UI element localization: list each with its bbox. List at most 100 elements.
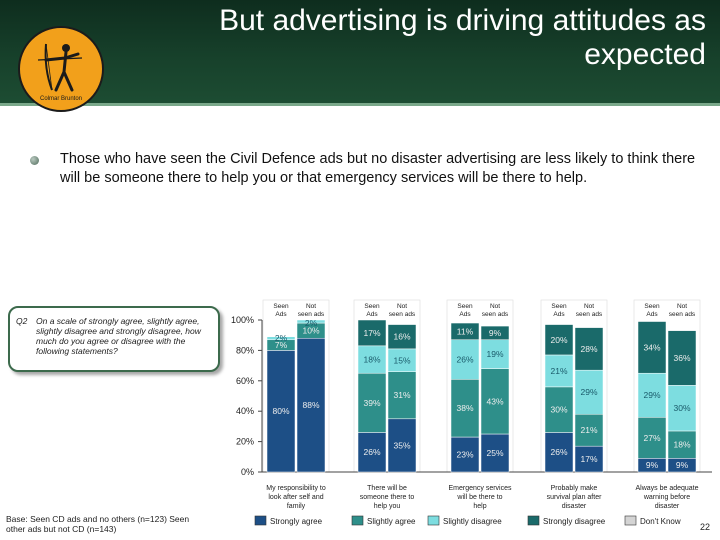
legend-swatch bbox=[427, 515, 440, 526]
category-label: Always be adequate bbox=[635, 485, 698, 492]
bar-segment bbox=[387, 371, 417, 420]
data-label: 2% bbox=[305, 318, 318, 328]
data-label: 19% bbox=[486, 349, 503, 359]
bar-header-label: Not bbox=[584, 303, 594, 310]
company-logo: Colmar Brunton bbox=[18, 26, 104, 112]
bar-header-label: Ads bbox=[459, 311, 471, 318]
data-label: 28% bbox=[580, 344, 597, 354]
category-label: will be there to bbox=[456, 494, 502, 501]
category-label: survival plan after bbox=[547, 494, 603, 501]
legend-swatch bbox=[527, 515, 540, 526]
bar-segment bbox=[637, 321, 667, 374]
bar-segment bbox=[480, 325, 510, 341]
y-tick-label: 100% bbox=[231, 315, 254, 325]
category-label: look after self and bbox=[268, 494, 323, 501]
data-label: 9% bbox=[676, 460, 689, 470]
bar-header-label: Ads bbox=[366, 311, 378, 318]
bar-segment bbox=[574, 369, 604, 415]
bar-segment bbox=[357, 319, 387, 347]
bar-segment bbox=[450, 436, 480, 473]
legend-swatch bbox=[624, 515, 637, 526]
bar-header-label: Seen bbox=[273, 303, 289, 310]
bar-header-label: Ads bbox=[646, 311, 658, 318]
category-label: There will be bbox=[367, 485, 407, 492]
legend-label: Strongly agree bbox=[270, 517, 323, 526]
data-label: 2% bbox=[275, 333, 288, 343]
data-label: 16% bbox=[393, 332, 410, 342]
bar-segment bbox=[387, 418, 417, 473]
bar-segment bbox=[266, 350, 296, 473]
question-box: Q2 On a scale of strongly agree, slightl… bbox=[8, 306, 220, 372]
y-tick-label: 40% bbox=[236, 406, 254, 416]
bar-segment bbox=[450, 379, 480, 438]
data-label: 26% bbox=[363, 447, 380, 457]
category-label: warning before bbox=[643, 494, 690, 501]
data-label: 11% bbox=[457, 326, 474, 336]
category-label: family bbox=[287, 503, 306, 510]
legend-swatch bbox=[254, 515, 267, 526]
bar-header-label: Not bbox=[490, 303, 500, 310]
bar-header-label: Not bbox=[397, 303, 407, 310]
page-number: 22 bbox=[700, 522, 711, 532]
data-label: 17% bbox=[580, 454, 597, 464]
bar-header-label: Seen bbox=[551, 303, 567, 310]
bar-header-label: Seen bbox=[644, 303, 660, 310]
data-label: 31% bbox=[393, 390, 410, 400]
bar-header-label: Seen bbox=[364, 303, 380, 310]
bar-segment bbox=[450, 339, 480, 380]
bar-segment bbox=[544, 432, 574, 473]
slide-title: But advertising is driving attitudes as … bbox=[219, 4, 706, 71]
bar-segment bbox=[667, 430, 697, 459]
bar-header-label: Seen bbox=[457, 303, 473, 310]
data-label: 30% bbox=[673, 403, 690, 413]
bar-segment bbox=[480, 368, 510, 435]
bar-header-label: seen ads bbox=[482, 311, 509, 318]
bar-segment bbox=[480, 339, 510, 369]
data-label: 9% bbox=[646, 460, 659, 470]
bar-header-label: seen ads bbox=[389, 311, 416, 318]
bar-segment bbox=[480, 433, 510, 473]
bar-segment bbox=[544, 386, 574, 433]
legend-label: Slightly agree bbox=[367, 517, 416, 526]
data-label: 30% bbox=[550, 405, 567, 415]
bar-segment bbox=[357, 345, 387, 374]
bar-header-label: seen ads bbox=[669, 311, 696, 318]
data-label: 29% bbox=[580, 387, 597, 397]
data-label: 9% bbox=[489, 328, 502, 338]
data-label: 26% bbox=[550, 447, 567, 457]
data-label: 34% bbox=[643, 342, 660, 352]
data-label: 36% bbox=[673, 353, 690, 363]
category-label: someone there to bbox=[360, 494, 415, 501]
data-label: 18% bbox=[363, 355, 380, 365]
data-label: 7% bbox=[275, 340, 288, 350]
data-label: 39% bbox=[363, 398, 380, 408]
bar-segment bbox=[574, 327, 604, 371]
category-label: help you bbox=[374, 503, 401, 510]
bar-segment bbox=[544, 324, 574, 356]
legend-label: Slightly disagree bbox=[443, 517, 502, 526]
bar-segment bbox=[296, 319, 326, 324]
category-label: Probably make bbox=[551, 485, 598, 492]
data-label: 25% bbox=[486, 448, 503, 458]
data-label: 26% bbox=[456, 355, 473, 365]
data-label: 15% bbox=[393, 355, 410, 365]
base-note: Base: Seen CD ads and no others (n=123) … bbox=[6, 514, 190, 534]
y-tick-label: 80% bbox=[236, 345, 254, 355]
data-label: 21% bbox=[580, 425, 597, 435]
question-label: Q2 bbox=[16, 316, 28, 326]
data-label: 43% bbox=[486, 396, 503, 406]
bar-segment bbox=[357, 432, 387, 473]
data-label: 27% bbox=[643, 433, 660, 443]
slide-header: But advertising is driving attitudes as … bbox=[0, 0, 720, 106]
data-label: 10% bbox=[302, 326, 319, 336]
category-label: disaster bbox=[655, 503, 680, 510]
bar-header-label: seen ads bbox=[298, 311, 325, 318]
bar-segment bbox=[544, 354, 574, 388]
category-label: help bbox=[473, 503, 486, 510]
bar-segment bbox=[667, 330, 697, 386]
bar-header-label: seen ads bbox=[576, 311, 603, 318]
data-label: 21% bbox=[550, 366, 567, 376]
bar-segment bbox=[296, 337, 326, 473]
category-label: My responsibility to bbox=[266, 485, 326, 492]
